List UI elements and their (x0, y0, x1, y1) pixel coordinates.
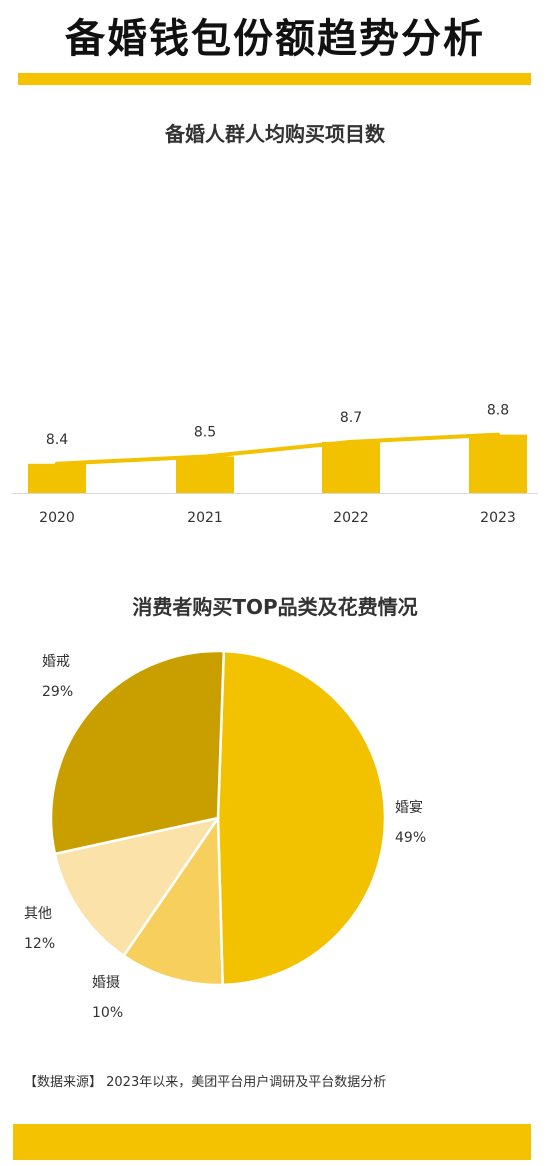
pie-slice-婚戒 (49, 649, 226, 856)
pie-label-婚摄: 婚摄 (92, 975, 120, 991)
bar-2022 (322, 441, 380, 493)
pie-value-婚宴: 49% (395, 830, 426, 846)
page-title: 备婚钱包份额趋势分析 (65, 16, 485, 62)
pie-value-其他: 12% (24, 936, 55, 952)
bar-chart: 8.4 8.5 8.7 8.8 2020 2021 2022 2023 (12, 403, 538, 526)
bottom-accent-bar (13, 1124, 531, 1160)
bar-2021 (176, 456, 234, 493)
x-tick-label-2022: 2022 (333, 510, 369, 526)
data-label-2022: 8.7 (340, 410, 362, 426)
pie-label-其他: 其他 (24, 906, 52, 922)
trend-line (55, 432, 500, 466)
pie-slice-婚摄 (122, 816, 224, 987)
x-tick-label-2023: 2023 (480, 510, 516, 526)
bar-chart-title: 备婚人群人均购买项目数 (165, 122, 385, 146)
data-source-note: 【数据来源】 2023年以来，美团平台用户调研及平台数据分析 (24, 1075, 387, 1090)
pie-value-婚戒: 29% (42, 684, 73, 700)
pie-label-婚宴: 婚宴 (395, 799, 423, 816)
pie-chart: 婚宴 49% 婚摄 10% 其他 12% 婚戒 29% (24, 649, 426, 1021)
bar-2020 (28, 463, 86, 493)
data-label-2020: 8.4 (46, 432, 68, 448)
x-tick-label-2021: 2021 (187, 510, 223, 526)
pie-label-婚戒: 婚戒 (42, 654, 70, 670)
pie-slice-婚宴 (216, 649, 387, 987)
x-tick-label-2020: 2020 (39, 510, 75, 526)
data-label-2023: 8.8 (487, 403, 509, 419)
pie-chart-title: 消费者购买TOP品类及花费情况 (132, 595, 418, 619)
pie-slice-其他 (53, 816, 220, 958)
pie-value-婚摄: 10% (92, 1005, 123, 1021)
data-label-2021: 8.5 (194, 425, 216, 441)
bar-2023 (469, 434, 527, 493)
top-accent-bar (18, 73, 531, 85)
